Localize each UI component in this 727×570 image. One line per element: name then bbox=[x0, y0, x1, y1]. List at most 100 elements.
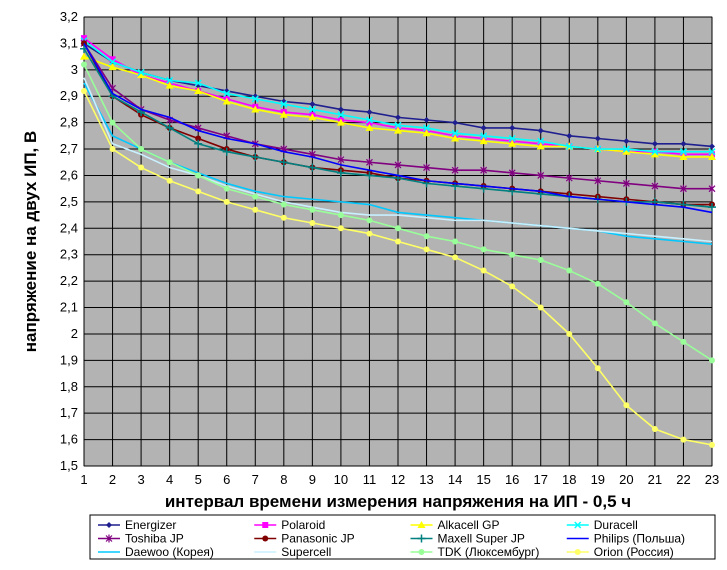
y-tick-label: 1,7 bbox=[60, 405, 78, 420]
y-tick-label: 1,8 bbox=[60, 379, 78, 394]
legend-item: Orion (Россия) bbox=[566, 545, 674, 559]
data-point bbox=[337, 111, 345, 119]
y-tick-label: 3,1 bbox=[60, 35, 78, 50]
legend-item: Polaroid bbox=[254, 518, 325, 532]
y-tick-label: 1,5 bbox=[60, 458, 78, 473]
x-tick-label: 8 bbox=[280, 472, 287, 487]
x-tick-label: 23 bbox=[705, 472, 719, 487]
data-point bbox=[680, 184, 687, 193]
x-tick-labels: 1 2 3 4 5 6 7 8 9 10 11 12 13 14 15 16 17 18 19 20 21 22 23 bbox=[80, 472, 719, 487]
data-point bbox=[81, 61, 87, 68]
data-point bbox=[594, 176, 602, 185]
data-point bbox=[195, 172, 202, 179]
legend-label: Panasonic JP bbox=[281, 532, 354, 546]
data-point bbox=[536, 142, 545, 150]
data-point bbox=[366, 230, 373, 237]
data-point bbox=[423, 117, 430, 124]
data-point bbox=[479, 137, 488, 145]
data-point bbox=[222, 147, 231, 156]
y-tick-label: 2,9 bbox=[60, 88, 78, 103]
data-point bbox=[336, 168, 345, 177]
x-axis-label: интервал времени измерения напряжения на… bbox=[165, 492, 631, 511]
data-point bbox=[594, 145, 602, 153]
legend-item: Toshiba JP bbox=[98, 532, 184, 546]
data-point bbox=[109, 146, 116, 153]
data-point bbox=[709, 143, 715, 150]
data-point bbox=[251, 105, 260, 113]
x-tick-label: 18 bbox=[562, 472, 576, 487]
data-point bbox=[651, 140, 658, 147]
series-daewoo-корея bbox=[83, 82, 713, 245]
data-point bbox=[309, 206, 316, 213]
data-point bbox=[195, 188, 202, 195]
x-tick-label: 13 bbox=[419, 472, 433, 487]
y-tick-label: 1,9 bbox=[60, 352, 78, 367]
x-tick-label: 14 bbox=[448, 472, 462, 487]
data-point bbox=[423, 246, 430, 253]
legend-marker bbox=[105, 534, 113, 543]
data-point bbox=[251, 152, 260, 161]
x-tick-label: 12 bbox=[391, 472, 405, 487]
legend: Energizer Polaroid Alkacell GP Duracell Tosh… bbox=[89, 514, 716, 560]
data-point bbox=[395, 225, 401, 232]
data-point bbox=[566, 267, 573, 274]
data-point bbox=[709, 441, 715, 448]
data-point bbox=[194, 79, 202, 87]
data-point bbox=[279, 158, 288, 167]
legend-label: Duracell bbox=[594, 518, 638, 532]
data-point bbox=[366, 217, 373, 224]
data-point bbox=[308, 105, 316, 113]
data-point bbox=[337, 225, 344, 232]
series-alkacell-gp bbox=[80, 52, 716, 160]
data-point bbox=[537, 127, 544, 134]
data-point bbox=[109, 119, 116, 126]
data-point bbox=[223, 198, 230, 205]
data-point bbox=[451, 134, 460, 142]
x-tick-label: 5 bbox=[195, 472, 202, 487]
x-tick-label: 16 bbox=[505, 472, 519, 487]
data-point bbox=[452, 254, 459, 261]
legend-item: Philips (Польша) bbox=[566, 532, 685, 546]
x-tick-label: 20 bbox=[619, 472, 633, 487]
data-point bbox=[623, 299, 630, 306]
data-point bbox=[308, 113, 317, 121]
data-point bbox=[480, 132, 488, 140]
data-point bbox=[537, 171, 545, 180]
data-point bbox=[194, 139, 203, 148]
data-point bbox=[708, 184, 716, 193]
legend-marker bbox=[574, 521, 582, 529]
x-tick-label: 19 bbox=[591, 472, 605, 487]
data-point bbox=[365, 123, 374, 131]
y-tick-label: 1,6 bbox=[60, 432, 78, 447]
data-point bbox=[679, 148, 687, 156]
x-tick-label: 4 bbox=[166, 472, 173, 487]
legend-label: Daewoo (Корея) bbox=[125, 545, 214, 559]
data-point bbox=[166, 76, 174, 84]
data-point bbox=[166, 159, 173, 166]
data-point bbox=[452, 238, 459, 245]
data-point bbox=[337, 212, 344, 219]
legend-item: Daewoo (Корея) bbox=[98, 545, 214, 559]
data-point bbox=[622, 145, 630, 153]
data-point bbox=[594, 280, 601, 287]
y-tick-label: 2,8 bbox=[60, 115, 78, 130]
data-point bbox=[223, 90, 231, 98]
data-point bbox=[566, 132, 573, 139]
x-tick-label: 11 bbox=[363, 472, 377, 487]
data-point bbox=[80, 52, 88, 60]
y-tick-label: 2 bbox=[71, 326, 78, 341]
data-point bbox=[565, 142, 573, 150]
data-point bbox=[309, 101, 316, 108]
y-tick-label: 2,2 bbox=[60, 273, 78, 288]
legend-label: Philips (Польша) bbox=[594, 532, 685, 546]
data-point bbox=[223, 185, 230, 192]
legend-label: Polaroid bbox=[281, 518, 325, 532]
x-tick-label: 3 bbox=[137, 472, 144, 487]
data-point bbox=[508, 168, 516, 177]
legend-label: Toshiba JP bbox=[125, 532, 184, 546]
legend-item: Panasonic JP bbox=[254, 532, 355, 546]
data-point bbox=[109, 56, 116, 63]
y-tick-label: 3,2 bbox=[60, 9, 78, 24]
data-point bbox=[280, 100, 288, 108]
